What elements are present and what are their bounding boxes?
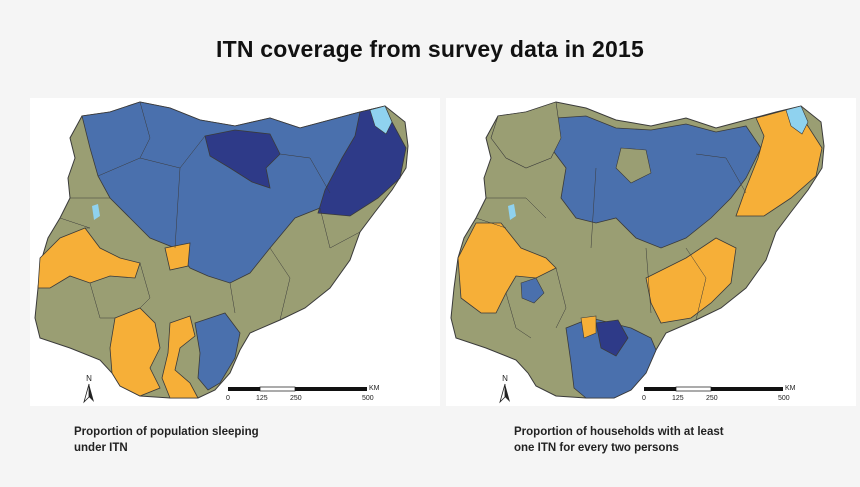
scale-tick: 500: [778, 395, 790, 402]
map-panel-households-itn: N KM 0 125 250 500: [446, 98, 856, 406]
scale-tick: 125: [256, 395, 268, 402]
nigeria-map-left: N KM 0 125 250 500: [34, 101, 409, 404]
scale-bar: KM 0 125 250 500: [226, 385, 380, 402]
scale-tick: 0: [226, 395, 230, 402]
scale-tick: 125: [672, 395, 684, 402]
lake-chad: [785, 105, 809, 135]
page-title: ITN coverage from survey data in 2015: [216, 36, 644, 62]
kainji-lake: [508, 204, 516, 220]
caption-line: under ITN: [74, 442, 128, 454]
scale-bar: KM 0 125 250 500: [642, 385, 796, 402]
south-dark-region: [595, 319, 629, 357]
state-borders: [475, 153, 747, 339]
lake-chad: [369, 105, 393, 135]
southwest-orange-region: [109, 307, 161, 397]
north-arrow: N: [83, 374, 94, 404]
north-blue-region: [550, 115, 762, 249]
south-orange-region: [161, 315, 199, 399]
scale-tick: 250: [706, 395, 718, 402]
caption-line: Proportion of population sleeping: [74, 426, 259, 438]
east-orange-region: [645, 237, 737, 324]
scale-tick: 250: [290, 395, 302, 402]
map-panel-population-under-itn: N KM 0 125 250 500: [30, 98, 440, 406]
kainji-lake: [92, 204, 100, 220]
caption-households-itn: Proportion of households with at least o…: [514, 424, 774, 456]
south-blue-region: [194, 312, 241, 391]
scale-tick: 500: [362, 395, 374, 402]
north-label: N: [86, 374, 92, 383]
caption-population-under-itn: Proportion of population sleeping under …: [74, 424, 334, 456]
caption-line: Proportion of households with at least: [514, 426, 724, 438]
north-central-dark-region: [204, 129, 281, 189]
scale-unit: KM: [369, 385, 380, 392]
central-blue-patch: [520, 277, 545, 304]
north-olive-pocket: [615, 147, 652, 184]
nigeria-map-right: N KM 0 125 250 500: [450, 101, 825, 404]
state-borders: [59, 101, 361, 321]
scale-tick: 0: [642, 395, 646, 402]
north-arrow: N: [499, 374, 510, 404]
central-orange-region: [164, 242, 191, 271]
northwest-olive: [490, 101, 562, 169]
caption-line: one ITN for every two persons: [514, 442, 679, 454]
south-orange-patch: [580, 315, 597, 339]
scale-unit: KM: [785, 385, 796, 392]
north-label: N: [502, 374, 508, 383]
